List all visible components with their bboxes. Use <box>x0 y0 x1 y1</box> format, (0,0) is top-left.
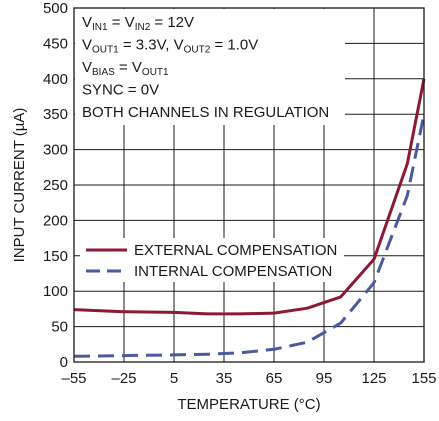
series-lines <box>73 78 426 358</box>
x-tick-label: 125 <box>361 370 386 387</box>
condition-line: BOTH CHANNELS IN REGULATION <box>82 104 329 121</box>
condition-text: SYNC = 0V <box>82 82 159 99</box>
y-tick-label: 500 <box>43 0 68 17</box>
legend-background <box>80 238 344 282</box>
subscript-text: IN2 <box>135 22 151 33</box>
x-tick-label: 5 <box>170 370 178 387</box>
x-tick-label: 65 <box>266 370 283 387</box>
series-line <box>73 78 426 316</box>
y-tick-label: 100 <box>43 283 68 300</box>
condition-line: VOUT1 = 3.3V, VOUT2 = 1.0V <box>82 37 258 56</box>
y-tick-label: 250 <box>43 177 68 194</box>
y-tick-label: 400 <box>43 71 68 88</box>
y-tick-label: 450 <box>43 35 68 52</box>
condition-text: = V <box>115 59 142 76</box>
y-tick-label: 150 <box>43 248 68 265</box>
series-line <box>73 113 426 358</box>
y-axis-label: INPUT CURRENT (µA) <box>11 108 28 263</box>
condition-text: = 3.3V, V <box>119 37 184 54</box>
y-tick-label: 300 <box>43 142 68 159</box>
x-axis-label: TEMPERATURE (°C) <box>177 396 320 413</box>
condition-line: SYNC = 0V <box>82 82 159 99</box>
legend-label: EXTERNAL COMPENSATION <box>134 242 337 259</box>
x-tick-label: –25 <box>111 370 136 387</box>
subscript-text: BIAS <box>92 67 115 78</box>
condition-line: VIN1 = VIN2 = 12V <box>82 14 194 33</box>
condition-text: V <box>82 37 92 54</box>
condition-line: VBIAS = VOUT1 <box>82 59 169 78</box>
subscript-text: IN1 <box>92 22 108 33</box>
plot-frame <box>73 7 425 363</box>
legend-label: INTERNAL COMPENSATION <box>134 263 332 280</box>
y-tick-label: 50 <box>51 319 68 336</box>
subscript-text: OUT1 <box>92 45 119 56</box>
condition-text: = 1.0V <box>210 37 258 54</box>
condition-text: V <box>82 14 92 31</box>
y-tick-label: 350 <box>43 106 68 123</box>
condition-text: = V <box>108 14 135 31</box>
legend: EXTERNAL COMPENSATION INTERNAL COMPENSATI… <box>86 242 337 280</box>
annotation-background <box>75 9 345 125</box>
x-tick-label: 95 <box>316 370 333 387</box>
condition-text: = 12V <box>150 14 194 31</box>
x-axis-ticks: –55 –25 5 35 65 95 125 155 <box>61 370 436 387</box>
x-tick-label: 35 <box>216 370 233 387</box>
subscript-text: OUT1 <box>142 67 169 78</box>
y-tick-label: 0 <box>60 354 68 371</box>
condition-text: BOTH CHANNELS IN REGULATION <box>82 104 329 121</box>
y-tick-label: 200 <box>43 212 68 229</box>
x-tick-label: –55 <box>61 370 86 387</box>
x-tick-label: 155 <box>411 370 436 387</box>
y-axis-ticks: 0 50 100 150 200 250 300 350 400 450 500 <box>43 0 68 371</box>
subscript-text: OUT2 <box>184 45 211 56</box>
condition-text: V <box>82 59 92 76</box>
